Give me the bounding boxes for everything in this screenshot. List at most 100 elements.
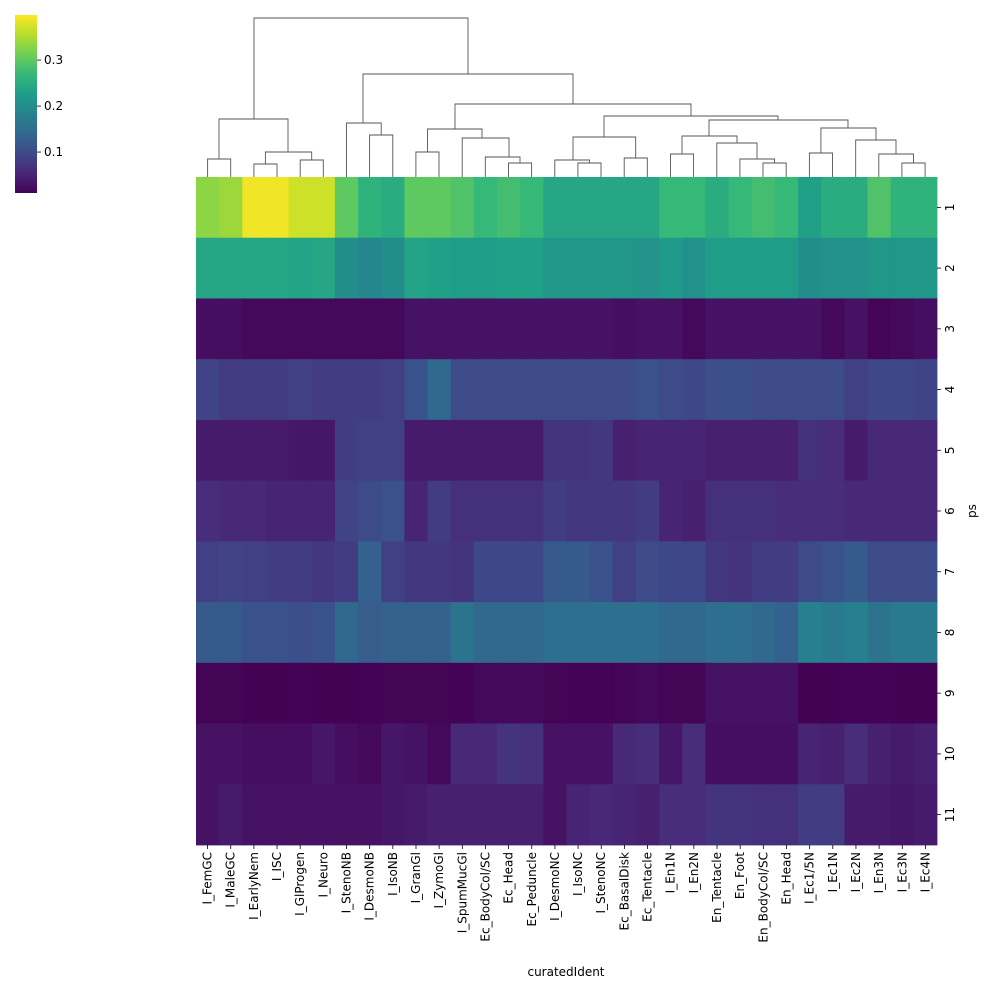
heatmap-cell — [473, 602, 498, 664]
heatmap-cell — [473, 359, 498, 421]
heatmap-cell — [334, 541, 359, 603]
heatmap-cell — [589, 359, 614, 421]
heatmap-cell — [196, 541, 220, 603]
heatmap-cell — [242, 359, 266, 421]
heatmap-cell — [589, 602, 614, 664]
x-tick-label: I_FemGC — [201, 852, 215, 905]
heatmap-cell — [427, 480, 452, 542]
heatmap-cell — [774, 480, 799, 542]
heatmap-cell — [288, 784, 313, 846]
heatmap-cell — [543, 480, 567, 542]
heatmap-cell — [566, 419, 591, 482]
heatmap-cell — [659, 419, 683, 482]
colorbar — [15, 15, 37, 193]
heatmap-cell — [404, 237, 428, 299]
heatmap-cell — [450, 237, 475, 299]
heatmap-cell — [497, 419, 521, 482]
heatmap-cell — [913, 480, 938, 542]
y-axis-label: ps — [965, 504, 979, 518]
heatmap-cell — [774, 419, 799, 482]
heatmap-cell — [705, 602, 729, 664]
heatmap-cell — [404, 298, 428, 360]
heatmap-cell — [427, 723, 452, 785]
heatmap-cell — [196, 723, 220, 785]
heatmap-cell — [450, 723, 475, 785]
heatmap-cell — [705, 723, 729, 785]
heatmap-cell — [288, 662, 313, 724]
heatmap-cell — [450, 480, 475, 542]
heatmap-cell — [751, 237, 776, 299]
heatmap-cell — [867, 784, 892, 846]
heatmap-cell — [589, 784, 614, 846]
heatmap-cell — [497, 662, 521, 724]
heatmap-cell — [497, 784, 521, 846]
heatmap-cell — [219, 541, 243, 603]
y-tick-label: 1 — [943, 204, 957, 212]
heatmap-cell — [612, 237, 637, 299]
heatmap-cell — [265, 723, 290, 785]
heatmap-cell — [751, 419, 776, 482]
heatmap-cell — [844, 298, 868, 360]
heatmap-cell — [404, 177, 428, 239]
heatmap-cell — [682, 237, 706, 299]
heatmap-cell — [798, 237, 822, 299]
heatmap-cell — [334, 723, 359, 785]
heatmap-cell — [798, 784, 822, 846]
heatmap-cell — [196, 602, 220, 664]
heatmap-cell — [520, 602, 544, 664]
heatmap-cell — [890, 419, 915, 482]
heatmap-cell — [334, 662, 359, 724]
heatmap-cell — [728, 298, 753, 360]
x-tick-label: I_EarlyNem — [247, 852, 261, 920]
heatmap-cell — [242, 480, 266, 542]
heatmap-cell — [381, 723, 405, 785]
x-axis-label: curatedIdent — [527, 965, 604, 979]
heatmap-cell — [589, 237, 614, 299]
heatmap-cell — [427, 419, 452, 482]
heatmap-cell — [566, 541, 591, 603]
heatmap-cell — [196, 662, 220, 724]
heatmap-cell — [798, 298, 822, 360]
heatmap-cell — [543, 419, 567, 482]
heatmap-cell — [705, 784, 729, 846]
heatmap-cell — [890, 541, 915, 603]
heatmap-cell — [798, 602, 822, 664]
heatmap-cell — [659, 480, 683, 542]
heatmap-cell — [867, 480, 892, 542]
heatmap-cell — [890, 177, 915, 239]
heatmap-cell — [589, 662, 614, 724]
x-tick-label: Ec_Tentacle — [641, 852, 655, 922]
x-tick-label: I_StenoNB — [340, 852, 354, 913]
heatmap-cell — [589, 177, 614, 239]
x-tick-label: Ec_Head — [502, 852, 516, 904]
heatmap-cell — [450, 662, 475, 724]
heatmap-cell — [728, 541, 753, 603]
heatmap-cell — [543, 784, 567, 846]
heatmap-cell — [473, 784, 498, 846]
heatmap-cell — [890, 237, 915, 299]
heatmap-cell — [242, 541, 266, 603]
heatmap-cell — [844, 480, 868, 542]
heatmap-cell — [381, 784, 405, 846]
heatmap-cell — [427, 298, 452, 360]
heatmap-cell — [705, 237, 729, 299]
heatmap-cell — [798, 541, 822, 603]
heatmap-cell — [890, 784, 915, 846]
heatmap-cell — [219, 177, 243, 239]
heatmap-cell — [265, 784, 290, 846]
heatmap-cell — [473, 480, 498, 542]
x-tick-label: I_SpumMucGl — [455, 852, 469, 933]
heatmap-cell — [288, 602, 313, 664]
heatmap-cell — [751, 541, 776, 603]
heatmap-cell — [728, 480, 753, 542]
heatmap-cell — [311, 602, 336, 664]
x-tick-label: I_Neuro — [316, 852, 330, 898]
heatmap-cell — [520, 419, 544, 482]
heatmap-cell — [450, 784, 475, 846]
heatmap-cell — [242, 298, 266, 360]
heatmap-cell — [867, 723, 892, 785]
heatmap-cell — [334, 237, 359, 299]
heatmap-cell — [635, 237, 660, 299]
heatmap-cell — [381, 541, 405, 603]
heatmap-cell — [566, 723, 591, 785]
